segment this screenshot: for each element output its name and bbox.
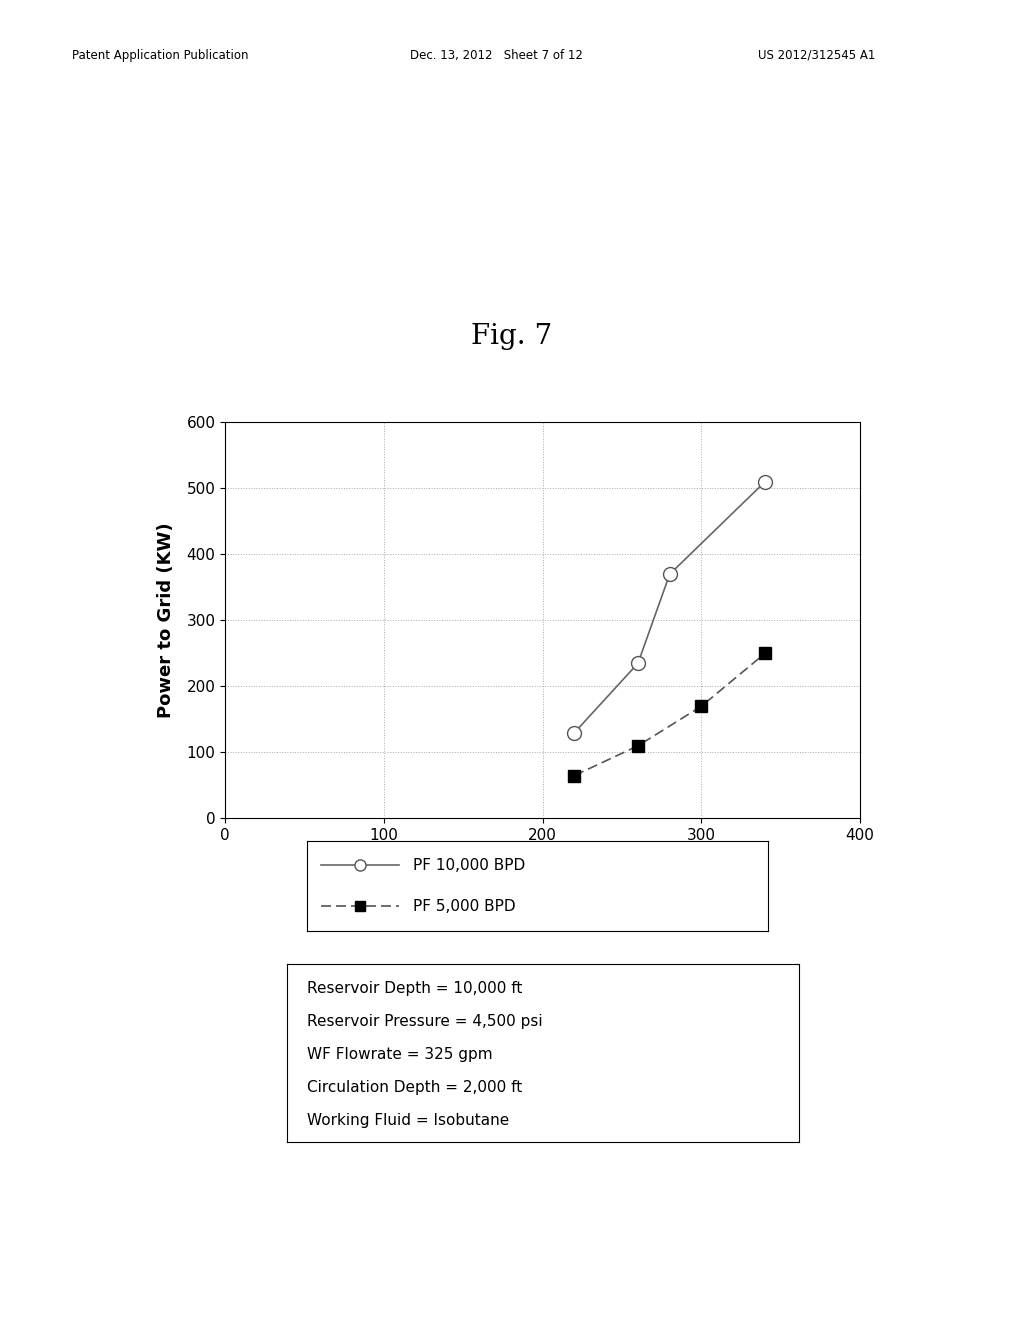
Text: Reservoir Depth = 10,000 ft: Reservoir Depth = 10,000 ft	[307, 981, 522, 997]
Text: US 2012/312545 A1: US 2012/312545 A1	[758, 49, 876, 62]
Text: Dec. 13, 2012   Sheet 7 of 12: Dec. 13, 2012 Sheet 7 of 12	[410, 49, 583, 62]
Text: PF 5,000 BPD: PF 5,000 BPD	[413, 899, 516, 913]
Y-axis label: Power to Grid (KW): Power to Grid (KW)	[158, 523, 175, 718]
Text: PF 10,000 BPD: PF 10,000 BPD	[413, 858, 525, 873]
Text: Fig. 7: Fig. 7	[471, 323, 553, 350]
Text: Working Fluid = Isobutane: Working Fluid = Isobutane	[307, 1113, 510, 1127]
Text: Patent Application Publication: Patent Application Publication	[72, 49, 248, 62]
Text: Reservoir Pressure = 4,500 psi: Reservoir Pressure = 4,500 psi	[307, 1014, 543, 1030]
X-axis label: Reservoir Temperature (deg F): Reservoir Temperature (deg F)	[387, 854, 698, 873]
Text: Circulation Depth = 2,000 ft: Circulation Depth = 2,000 ft	[307, 1080, 522, 1096]
Text: WF Flowrate = 325 gpm: WF Flowrate = 325 gpm	[307, 1047, 493, 1063]
